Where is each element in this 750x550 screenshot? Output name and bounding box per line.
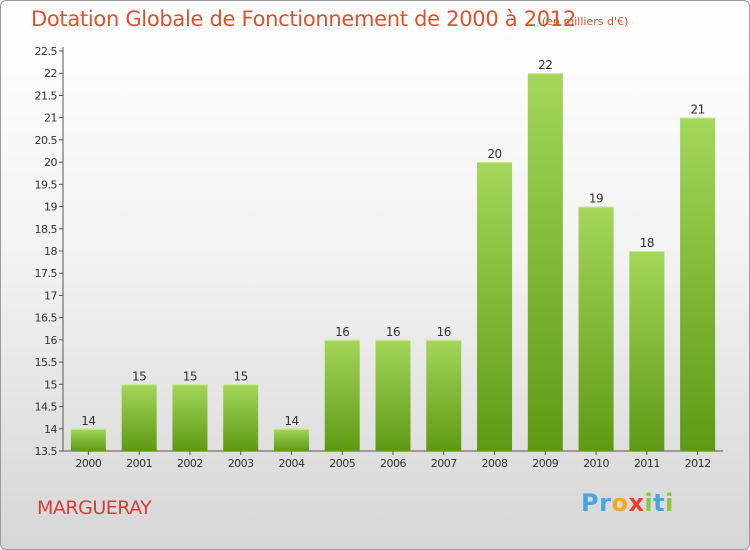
axes: 13.5 14 14.5 15 15.5 16 16.5 17 17.5 18 18.5 19 19.5… — [35, 45, 723, 470]
x-tick-label: 2011 — [634, 457, 660, 470]
bar — [477, 162, 513, 451]
y-tick-label: 14 — [44, 423, 57, 436]
data-label: 14 — [284, 414, 298, 428]
chart-title: Dotation Globale de Fonctionnement de 20… — [31, 7, 576, 31]
x-tick-label: 2004 — [278, 457, 304, 470]
y-tick-label: 16.5 — [35, 312, 58, 325]
data-label: 15 — [234, 369, 248, 383]
y-tick-label: 17 — [44, 289, 57, 302]
y-tick-label: 13.5 — [35, 445, 58, 458]
bar — [629, 251, 665, 451]
data-label: 18 — [640, 236, 654, 250]
bars-group — [70, 73, 716, 452]
data-label: 22 — [538, 58, 552, 72]
data-label: 15 — [132, 369, 146, 383]
data-label: 21 — [690, 103, 704, 117]
bar — [680, 117, 716, 452]
y-tick-label: 22.5 — [35, 45, 58, 58]
y-tick-label: 15.5 — [35, 356, 58, 369]
y-tick-label: 16 — [44, 334, 57, 347]
bar — [273, 428, 309, 451]
x-tick-label: 2010 — [583, 457, 609, 470]
data-label: 15 — [183, 369, 197, 383]
chart-subtitle: (en milliers d'€) — [542, 15, 629, 28]
y-tick-label: 20 — [44, 156, 57, 169]
x-tick-label: 2008 — [482, 457, 508, 470]
bar — [324, 339, 360, 451]
y-tick-label: 19 — [44, 201, 57, 214]
bar — [375, 339, 411, 451]
y-tick-label: 21.5 — [35, 89, 58, 102]
x-tick-label: 2002 — [177, 457, 203, 470]
x-tick-label: 2012 — [685, 457, 711, 470]
logo-letter: i — [644, 489, 654, 517]
bar — [578, 206, 614, 451]
y-tick-label: 19.5 — [35, 178, 58, 191]
y-tick-label: 15 — [44, 378, 57, 391]
y-tick-label: 22 — [44, 67, 57, 80]
x-tick-label: 2007 — [431, 457, 457, 470]
y-tick-label: 21 — [44, 112, 57, 125]
bar — [70, 428, 106, 451]
data-label: 16 — [437, 325, 451, 339]
x-tick-label: 2006 — [380, 457, 406, 470]
bar — [527, 73, 563, 451]
bar — [121, 384, 157, 451]
data-label: 16 — [335, 325, 349, 339]
data-labels-group: 14 15 15 15 14 16 16 16 20 22 19 18 21 — [81, 58, 705, 428]
data-label: 14 — [81, 414, 95, 428]
commune-name: MARGUERAY — [37, 497, 152, 519]
logo-letter: r — [599, 489, 612, 517]
proxiti-logo[interactable]: Proxiti — [581, 489, 674, 517]
bar — [172, 384, 208, 451]
x-tick-label: 2009 — [532, 457, 558, 470]
logo-letter: P — [581, 489, 600, 517]
x-tick-label: 2003 — [228, 457, 254, 470]
y-tick-label: 17.5 — [35, 267, 58, 280]
y-tick-label: 18 — [44, 245, 57, 258]
logo-letter: i — [665, 489, 674, 517]
y-tick-label: 20.5 — [35, 134, 58, 147]
data-label: 20 — [487, 147, 501, 161]
y-tick-label: 14.5 — [35, 401, 58, 414]
x-tick-label: 2000 — [75, 457, 101, 470]
data-label: 19 — [589, 192, 603, 206]
bar — [223, 384, 259, 451]
x-tick-label: 2001 — [126, 457, 152, 470]
logo-letter: o — [611, 489, 629, 517]
logo-letter: x — [628, 489, 645, 517]
logo-letter: t — [653, 489, 666, 517]
bar — [426, 339, 462, 451]
y-tick-label: 18.5 — [35, 223, 58, 236]
x-tick-label: 2005 — [329, 457, 355, 470]
data-label: 16 — [386, 325, 400, 339]
